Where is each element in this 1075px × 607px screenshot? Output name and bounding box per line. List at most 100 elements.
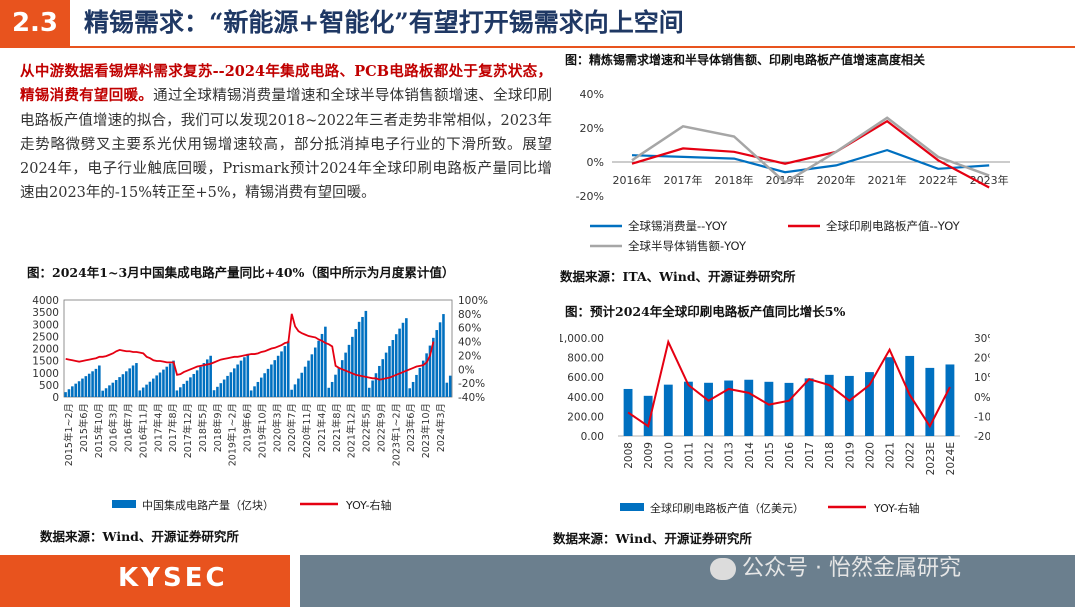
bar — [324, 326, 327, 397]
x-tick-label: 2015年6月 — [78, 403, 90, 452]
bar — [219, 383, 223, 397]
bar — [381, 359, 385, 397]
bar — [165, 366, 169, 397]
bar — [286, 341, 290, 397]
bar — [300, 372, 304, 397]
x-tick-label: 2017年12月 — [182, 403, 194, 458]
bar — [192, 373, 196, 397]
bar — [256, 381, 260, 397]
bar — [84, 376, 88, 397]
bar — [91, 371, 94, 397]
bar — [724, 380, 734, 436]
left-tick-label: 1000 — [32, 368, 59, 380]
bar — [98, 365, 101, 397]
legend-label: 全球印刷电路板产值--YOY — [826, 219, 961, 233]
bar — [229, 372, 233, 397]
intro-paragraph: 从中游数据看锡焊料需求复苏--2024年集成电路、PCB电路板都处于复苏状态，精… — [20, 60, 552, 206]
bar — [212, 390, 216, 397]
bar — [114, 380, 118, 397]
x-tick-label: 2021年8月 — [331, 403, 343, 452]
bar — [334, 374, 337, 397]
x-tick-label: 2016年 — [613, 173, 652, 187]
bar — [623, 388, 633, 436]
bar — [67, 389, 71, 397]
bar — [94, 368, 98, 397]
bar-layer — [64, 310, 452, 397]
axis-layer: 40%20%0%-20%2016年 2017年 2018年 2019年 2020年 202… — [576, 88, 1010, 203]
bar — [411, 381, 415, 397]
bar — [74, 383, 77, 397]
bar — [179, 387, 182, 397]
bottom-right-figure-source: 数据来源：Wind、开源证券研究所 — [553, 531, 752, 546]
bar — [182, 383, 185, 397]
watermark: 公众号 · 怡然金属研究 — [710, 550, 961, 582]
bar — [394, 334, 398, 397]
bar — [226, 375, 229, 397]
series-line — [631, 119, 990, 189]
legend: 全球锡消费量--YOY 全球印刷电路板产值--YOY 全球半导体销售额-YOY — [590, 219, 961, 253]
bar — [222, 379, 226, 397]
bar — [243, 357, 246, 397]
left-tick-label: 3000 — [32, 319, 59, 331]
x-tick-label: 2022年 — [919, 173, 958, 187]
x-tick-label: 2017年 — [664, 173, 703, 187]
left-tick-label: 400.00 — [567, 392, 604, 404]
y-tick-label: 20% — [580, 122, 604, 135]
x-tick-label: 2022年5月 — [361, 403, 373, 452]
bar — [202, 363, 206, 397]
bar — [77, 381, 81, 397]
x-tick-label: 2021年 — [868, 173, 907, 187]
bar — [683, 381, 693, 436]
bar — [206, 359, 209, 397]
x-tick-label: 2021年4月 — [316, 403, 328, 452]
series-line — [631, 148, 990, 174]
bar — [704, 382, 713, 436]
left-tick-label: 1500 — [32, 356, 59, 368]
x-tick-label: 2016年11月 — [137, 403, 149, 458]
x-tick-label: 2008 — [623, 442, 635, 469]
bar — [168, 363, 172, 397]
x-tick-label: 2016年3月 — [108, 403, 120, 452]
bar — [175, 390, 179, 397]
left-figure-title: 图：2024年1~3月中国集成电路产量同比+40%（图中所示为月度累计值） — [27, 265, 455, 280]
bar — [425, 353, 428, 397]
y-tick-label: 0% — [587, 156, 604, 169]
right-tick-label: -20% — [974, 431, 990, 443]
legend-bar-swatch — [620, 503, 644, 511]
bar — [435, 330, 439, 397]
left-tick-label: 0.00 — [581, 431, 604, 443]
footer-band — [300, 555, 1075, 607]
bar — [209, 355, 212, 397]
right-tick-label: 20% — [458, 350, 481, 362]
series-layer — [631, 116, 990, 189]
bar — [824, 374, 834, 436]
x-tick-label: 2015年1~2月 — [63, 403, 75, 466]
bar — [408, 388, 412, 397]
bar — [249, 390, 253, 397]
x-tick-label: 2012 — [704, 442, 716, 469]
bar — [87, 373, 91, 397]
bar — [189, 377, 192, 397]
x-tick-label: 2023年10月 — [420, 403, 432, 458]
bar — [367, 387, 371, 397]
bar — [273, 360, 277, 397]
bar — [421, 360, 425, 397]
bar — [344, 352, 347, 397]
bar-layer — [623, 355, 955, 436]
bar — [398, 328, 401, 397]
bar — [428, 345, 432, 397]
bar — [293, 384, 297, 397]
right-tick-label: -10% — [974, 411, 990, 423]
bar — [418, 367, 422, 397]
x-tick-label: 2019年1~2月 — [227, 403, 239, 466]
x-tick-label: 2021年12月 — [346, 403, 358, 458]
x-tick-label: 2024E — [945, 442, 957, 475]
bar — [337, 367, 341, 397]
bar — [438, 322, 442, 397]
bar — [148, 381, 152, 397]
bar — [330, 381, 334, 397]
legend-bar-label: 全球印刷电路板产值（亿美元） — [650, 501, 804, 515]
x-tick-label: 2015年10月 — [93, 403, 105, 458]
bar — [145, 384, 148, 397]
